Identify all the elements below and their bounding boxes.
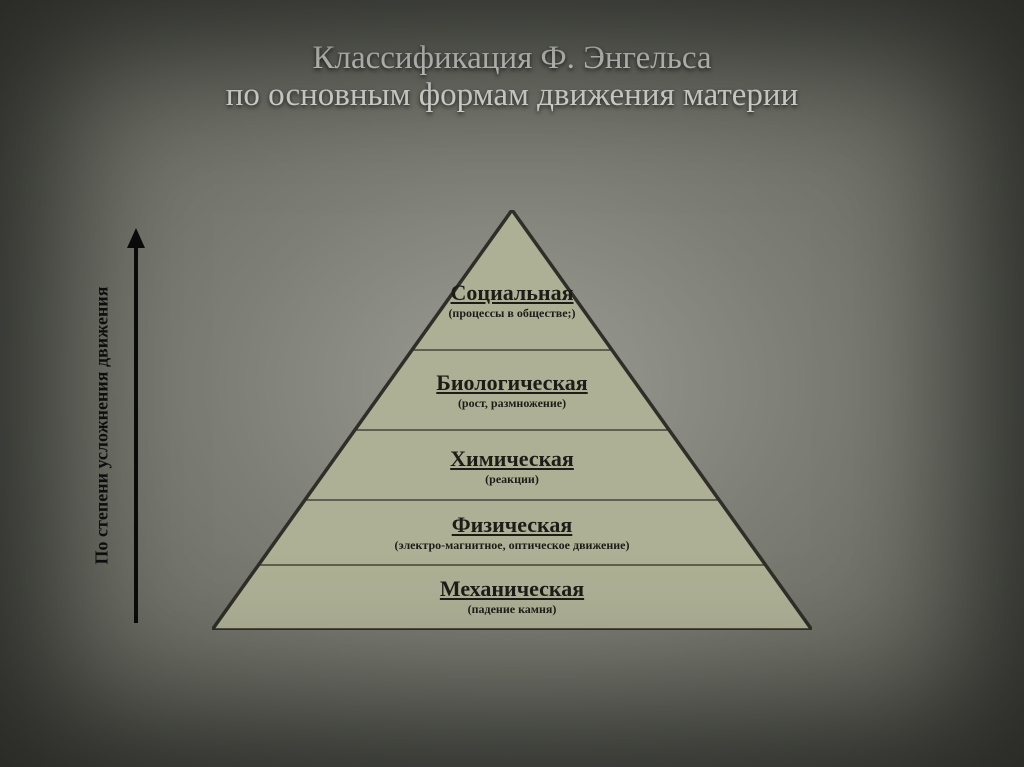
level-title: Социальная [212, 280, 812, 306]
pyramid-stage: Социальная (процессы в обществе;) Биолог… [0, 210, 1024, 660]
level-title: Биологическая [212, 370, 812, 396]
pyramid-level-4: Физическая (электро-магнитное, оптическо… [212, 512, 812, 553]
pyramid-shape [212, 210, 812, 630]
pyramid-level-1: Социальная (процессы в обществе;) [212, 280, 812, 321]
level-subtitle: (рост, размножение) [212, 396, 812, 411]
title-block: Классификация Ф. Энгельса по основным фо… [0, 40, 1024, 114]
level-title: Химическая [212, 446, 812, 472]
pyramid-level-5: Механическая (падение камня) [212, 576, 812, 617]
level-title: Физическая [212, 512, 812, 538]
level-title: Механическая [212, 576, 812, 602]
slide: Классификация Ф. Энгельса по основным фо… [0, 0, 1024, 767]
pyramid: Социальная (процессы в обществе;) Биолог… [212, 210, 812, 630]
title-line-2: по основным формам движения материи [0, 77, 1024, 114]
pyramid-level-2: Биологическая (рост, размножение) [212, 370, 812, 411]
level-subtitle: (падение камня) [212, 602, 812, 617]
level-subtitle: (реакции) [212, 472, 812, 487]
level-subtitle: (процессы в обществе;) [212, 306, 812, 321]
title-line-1: Классификация Ф. Энгельса [0, 40, 1024, 77]
level-subtitle: (электро-магнитное, оптическое движение) [212, 538, 812, 553]
pyramid-level-3: Химическая (реакции) [212, 446, 812, 487]
